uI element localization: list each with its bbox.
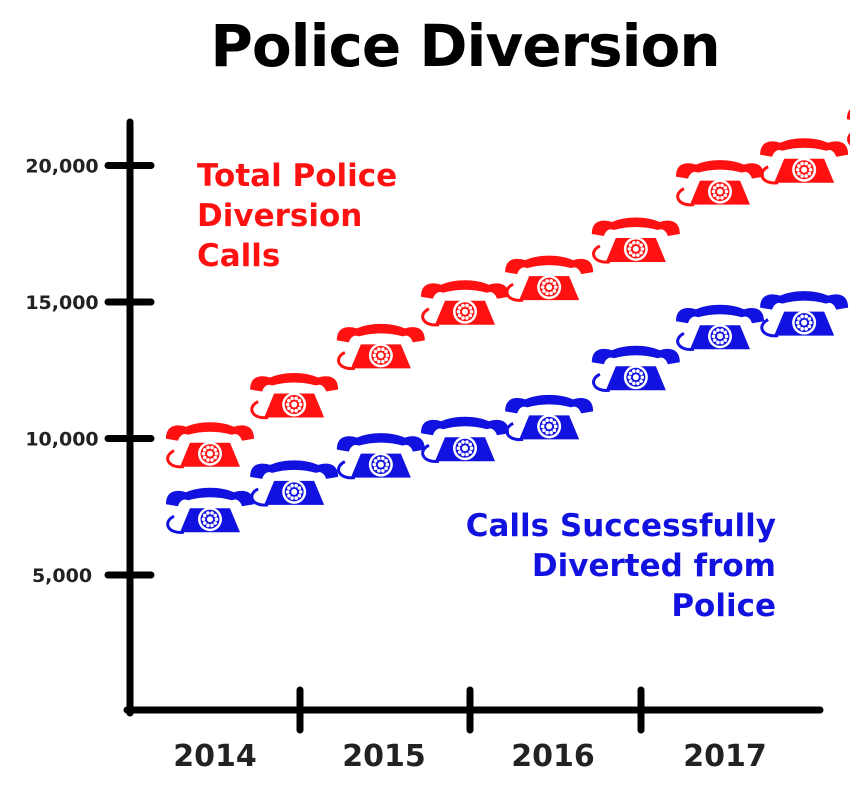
chart-title: Police Diversion xyxy=(210,12,720,80)
legend-diverted-line-2: Diverted from Police xyxy=(531,548,776,624)
telephone-data-point xyxy=(760,138,849,185)
chart-marks xyxy=(166,109,850,534)
y-tick-label: 10,000 xyxy=(25,429,98,451)
telephone-data-point xyxy=(421,416,509,463)
y-tick-label: 15,000 xyxy=(25,292,98,314)
telephone-data-point xyxy=(336,323,425,371)
telephone-data-point xyxy=(676,160,764,207)
telephone-data-point xyxy=(505,255,594,302)
legend-total-line-2: Diversion xyxy=(197,198,363,234)
y-tick-label: 5,000 xyxy=(32,565,92,587)
legend-total-line-3: Calls xyxy=(197,238,281,274)
telephone-data-point xyxy=(336,433,425,480)
telephone-data-point xyxy=(250,460,339,507)
legend-total-line-1: Total Police xyxy=(197,158,398,194)
telephone-data-point xyxy=(166,422,254,469)
telephone-data-point xyxy=(676,304,764,351)
telephone-data-point xyxy=(760,291,849,338)
telephone-data-point xyxy=(250,373,339,420)
telephone-data-point xyxy=(591,217,680,264)
y-tick-label: 20,000 xyxy=(25,156,98,178)
telephone-data-point xyxy=(421,280,509,327)
x-tick-label: 2017 xyxy=(683,739,767,774)
x-tick-label: 2015 xyxy=(342,739,426,774)
telephone-data-point xyxy=(166,487,254,534)
x-tick-label: 2016 xyxy=(511,739,595,774)
x-tick-label: 2014 xyxy=(173,739,257,774)
telephone-data-point xyxy=(591,345,680,392)
legend-diverted-line-1: Calls Successfully xyxy=(465,508,776,544)
telephone-data-point xyxy=(505,394,594,442)
legend-total-calls: Total Police Diversion Calls xyxy=(197,156,427,276)
chart-axes: 5,000 10,000 15,000 20,000 2014 2015 2016 2017 xyxy=(25,118,824,774)
telephone-data-point xyxy=(846,109,850,146)
legend-diverted-calls: Calls Successfully Diverted from Police xyxy=(420,506,776,626)
